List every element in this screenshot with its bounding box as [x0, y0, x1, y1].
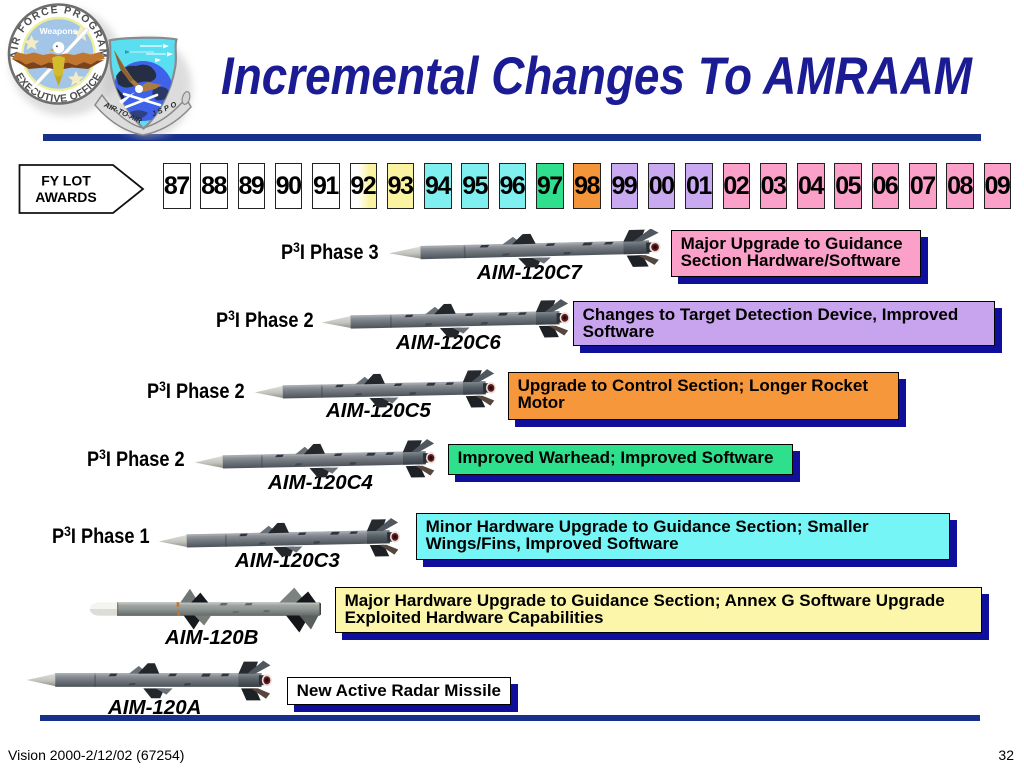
- svg-text:Weapons: Weapons: [39, 26, 77, 36]
- svg-text:FY LOT: FY LOT: [41, 173, 91, 189]
- svg-text:AWARDS: AWARDS: [35, 189, 96, 205]
